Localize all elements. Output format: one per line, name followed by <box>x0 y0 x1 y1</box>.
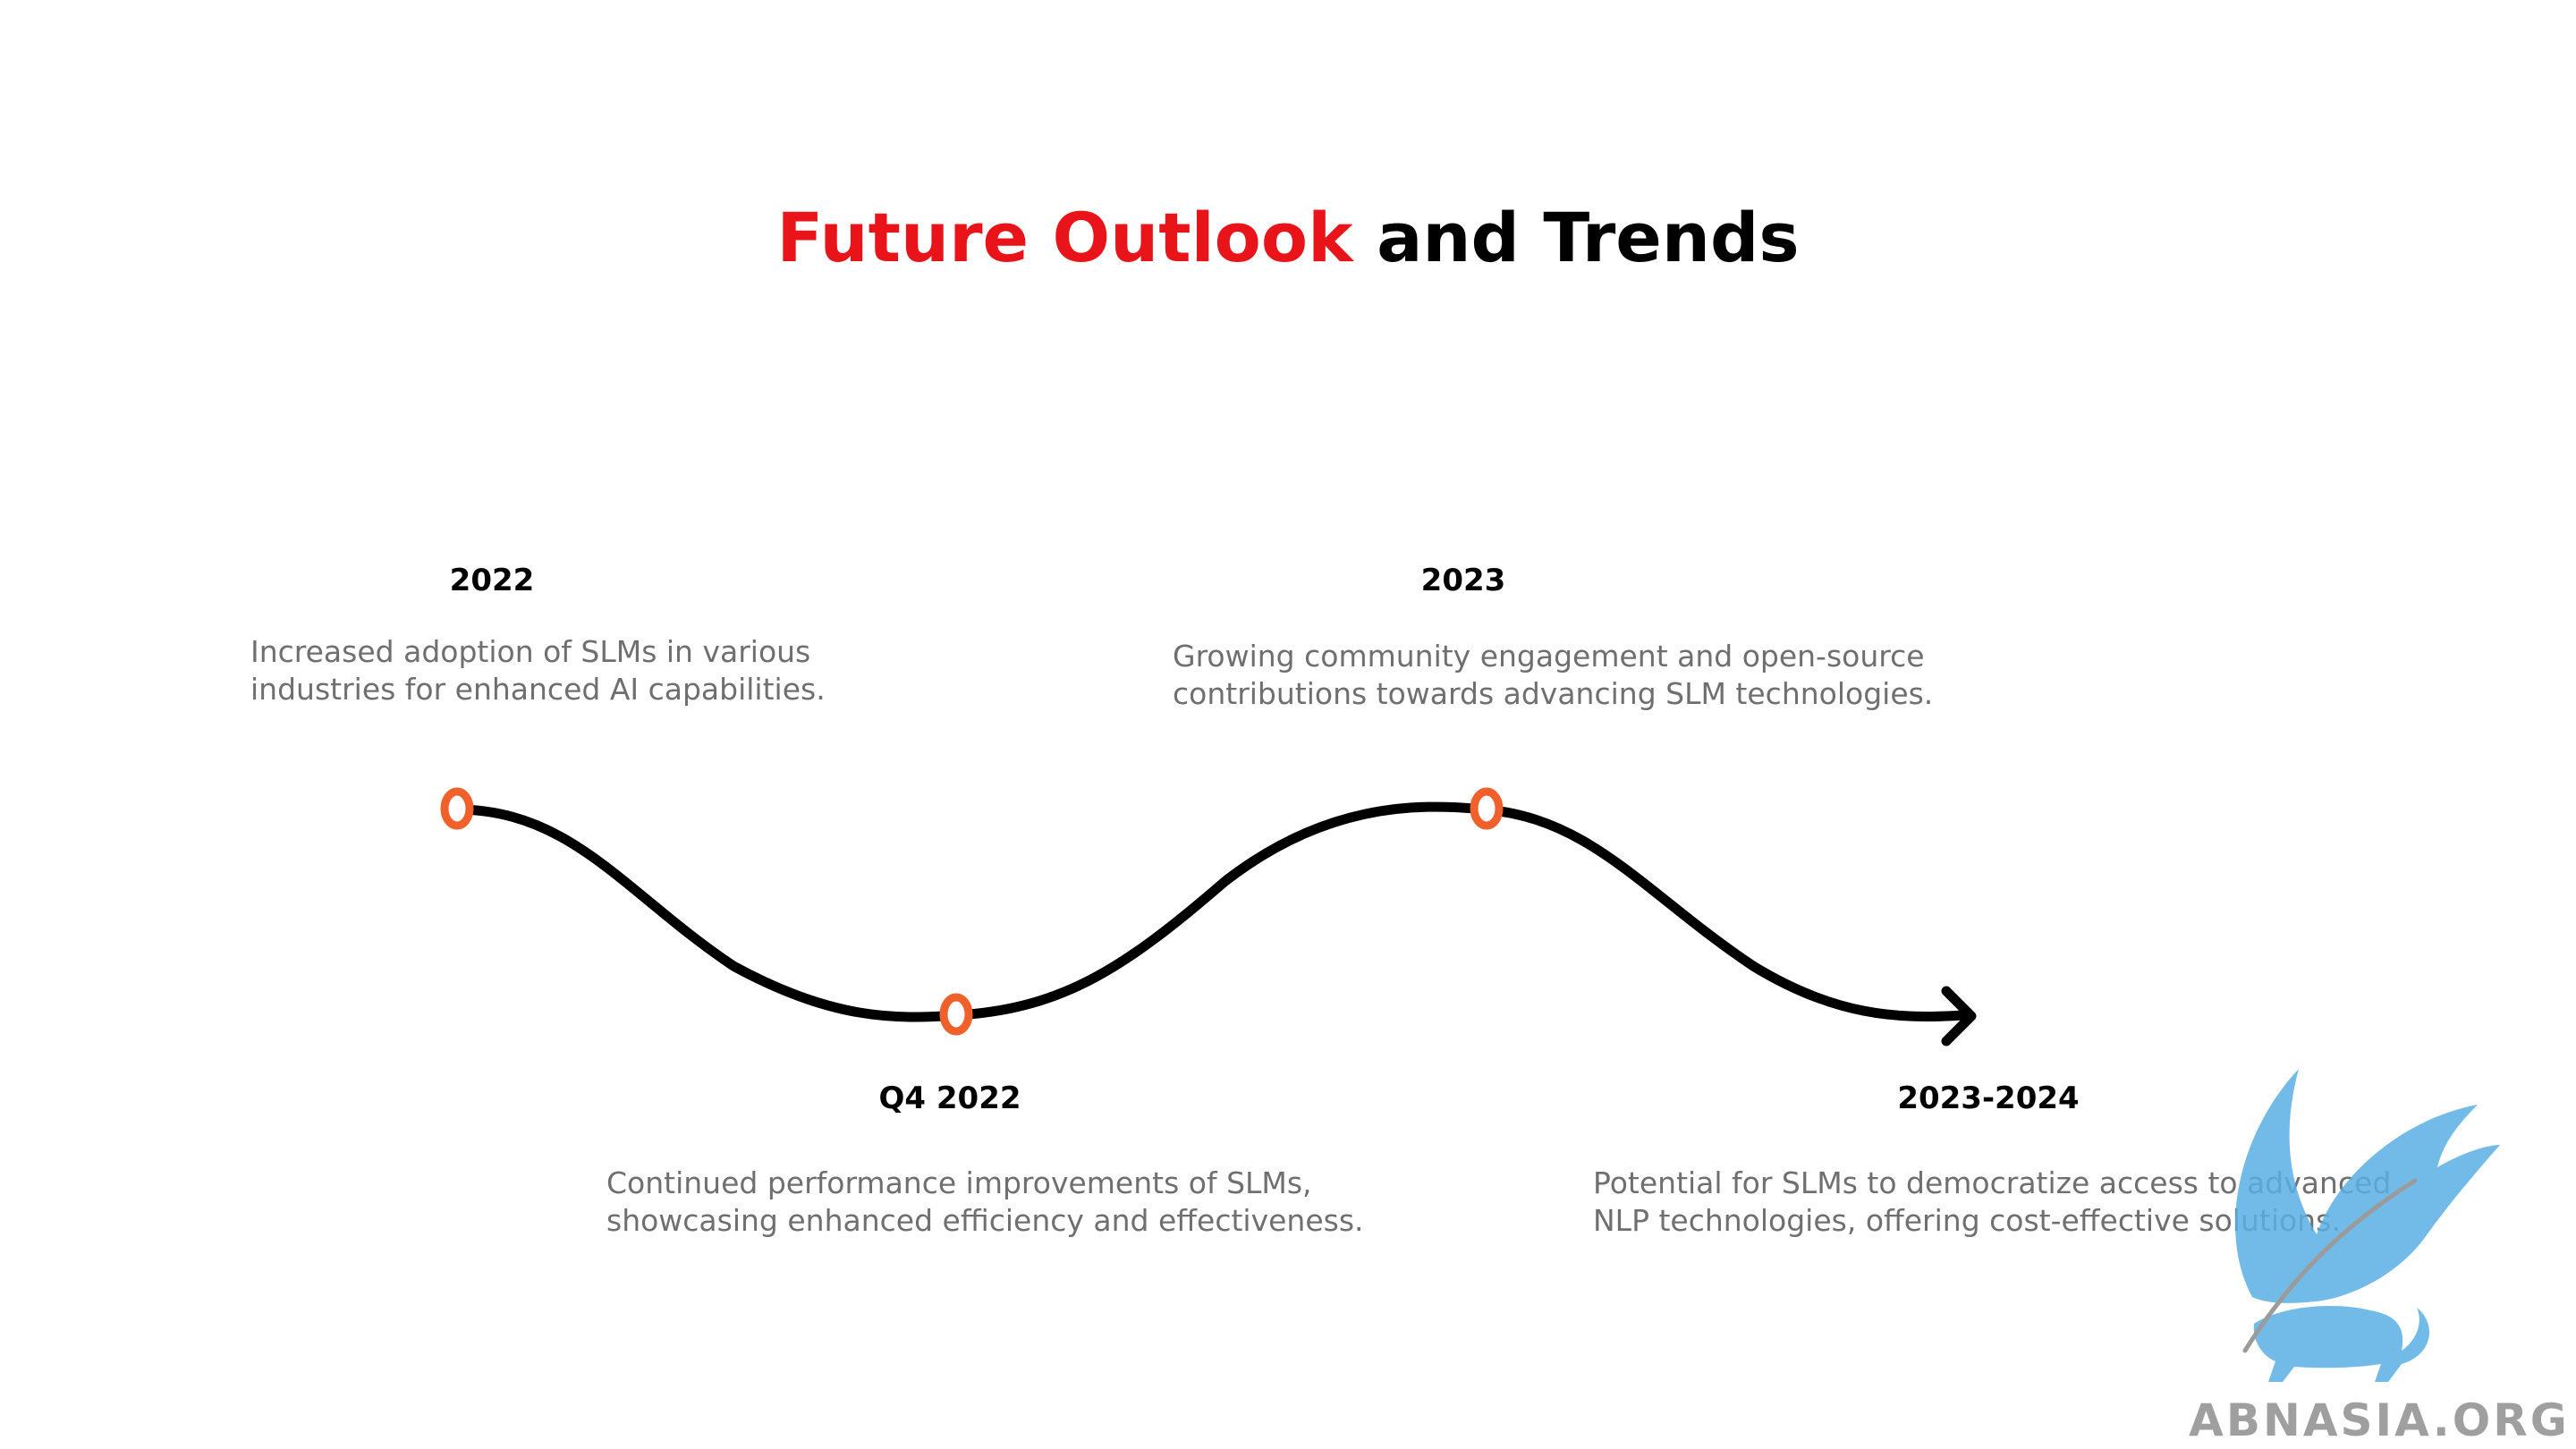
timeline-curve <box>451 801 1969 1022</box>
desc-line: NLP technologies, offering cost-effectiv… <box>1593 1203 2341 1238</box>
milestone-year-2022: 2022 <box>449 563 535 598</box>
page-title: Future Outlook and Trends <box>0 193 2576 283</box>
milestone-desc-2022: Increased adoption of SLMs in various in… <box>250 633 1127 708</box>
lion-body-icon <box>2253 1306 2430 1382</box>
watermark-text: ABNASIA.ORG <box>2189 1394 2570 1446</box>
desc-line: industries for enhanced AI capabilities. <box>250 672 826 707</box>
desc-line: showcasing enhanced efficiency and effec… <box>606 1203 1364 1238</box>
watermark-logo: ABNASIA.ORG <box>2189 1069 2570 1446</box>
title-accent: Future Outlook <box>776 198 1353 277</box>
milestone-desc-2023-2024: Potential for SLMs to democratize access… <box>1593 1165 2470 1240</box>
milestone-marker-q4-2022 <box>939 993 973 1036</box>
milestone-marker-2022 <box>440 787 474 830</box>
desc-line: Increased adoption of SLMs in various <box>250 634 811 669</box>
desc-line: Continued performance improvements of SL… <box>606 1165 1312 1200</box>
quill-icon <box>2242 1178 2418 1353</box>
milestone-year-q4-2022: Q4 2022 <box>878 1080 1021 1116</box>
milestone-desc-2023: Growing community engagement and open-so… <box>1173 638 2049 713</box>
milestone-desc-q4-2022: Continued performance improvements of SL… <box>606 1165 1483 1240</box>
milestone-year-2023-2024: 2023-2024 <box>1897 1080 2080 1116</box>
milestone-marker-2023 <box>1470 787 1504 830</box>
milestone-year-2023: 2023 <box>1420 563 1506 598</box>
title-rest: and Trends <box>1377 198 1800 277</box>
griffin-wing-icon <box>2235 1069 2500 1303</box>
desc-line: contributions towards advancing SLM tech… <box>1173 676 1934 711</box>
arrow-head-icon <box>1941 986 1977 1046</box>
desc-line: Growing community engagement and open-so… <box>1173 639 1925 674</box>
